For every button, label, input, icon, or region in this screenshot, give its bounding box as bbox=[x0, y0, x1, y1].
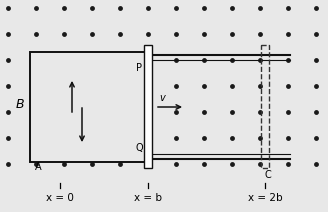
Text: x = 0: x = 0 bbox=[46, 193, 74, 203]
Text: x = 2b: x = 2b bbox=[248, 193, 282, 203]
Text: x = b: x = b bbox=[134, 193, 162, 203]
Text: A: A bbox=[35, 162, 41, 172]
Text: v: v bbox=[159, 93, 165, 103]
Bar bbox=[30, 52, 148, 162]
Text: B: B bbox=[16, 99, 24, 112]
Bar bbox=[144, 45, 152, 168]
Text: P: P bbox=[136, 63, 142, 73]
Bar bbox=[261, 45, 269, 168]
Text: Q: Q bbox=[135, 143, 143, 153]
Text: C: C bbox=[265, 170, 271, 180]
